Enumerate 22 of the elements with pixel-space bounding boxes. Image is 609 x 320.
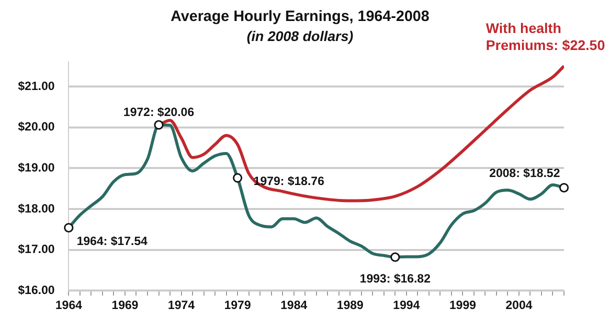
chart-subtitle: (in 2008 dollars) — [246, 28, 354, 44]
x-tick-label: 2004 — [506, 298, 533, 312]
y-tick-label: $20.00 — [18, 120, 56, 134]
y-tick-label: $18.00 — [18, 201, 56, 216]
x-tick-label: 1969 — [112, 298, 139, 312]
x-tick-label: 1999 — [449, 298, 476, 312]
annotation: 1993: $16.82 — [360, 271, 431, 286]
chart-title: Average Hourly Earnings, 1964-2008 — [170, 8, 430, 25]
x-tick-label: 1989 — [336, 298, 364, 312]
annotation: 2008: $18.52 — [489, 166, 560, 180]
text: With health Premiums: $22.50 — [486, 20, 606, 54]
y-tick-label: $19.00 — [18, 160, 56, 174]
y-tick-label: $16.00 — [18, 282, 56, 297]
x-tick-label: 1994 — [393, 298, 420, 312]
x-tick-label: 1974 — [168, 298, 195, 312]
x-tick-label: 1984 — [280, 298, 308, 312]
x-tick-label: 1964 — [55, 298, 82, 312]
y-tick-label: $21.00 — [18, 78, 56, 93]
annotation: 1964: $17.54 — [76, 234, 148, 248]
y-tick-label: $17.00 — [18, 242, 56, 256]
x-tick-label: 1979 — [224, 298, 252, 312]
annotation: 1972: $20.06 — [123, 105, 194, 120]
